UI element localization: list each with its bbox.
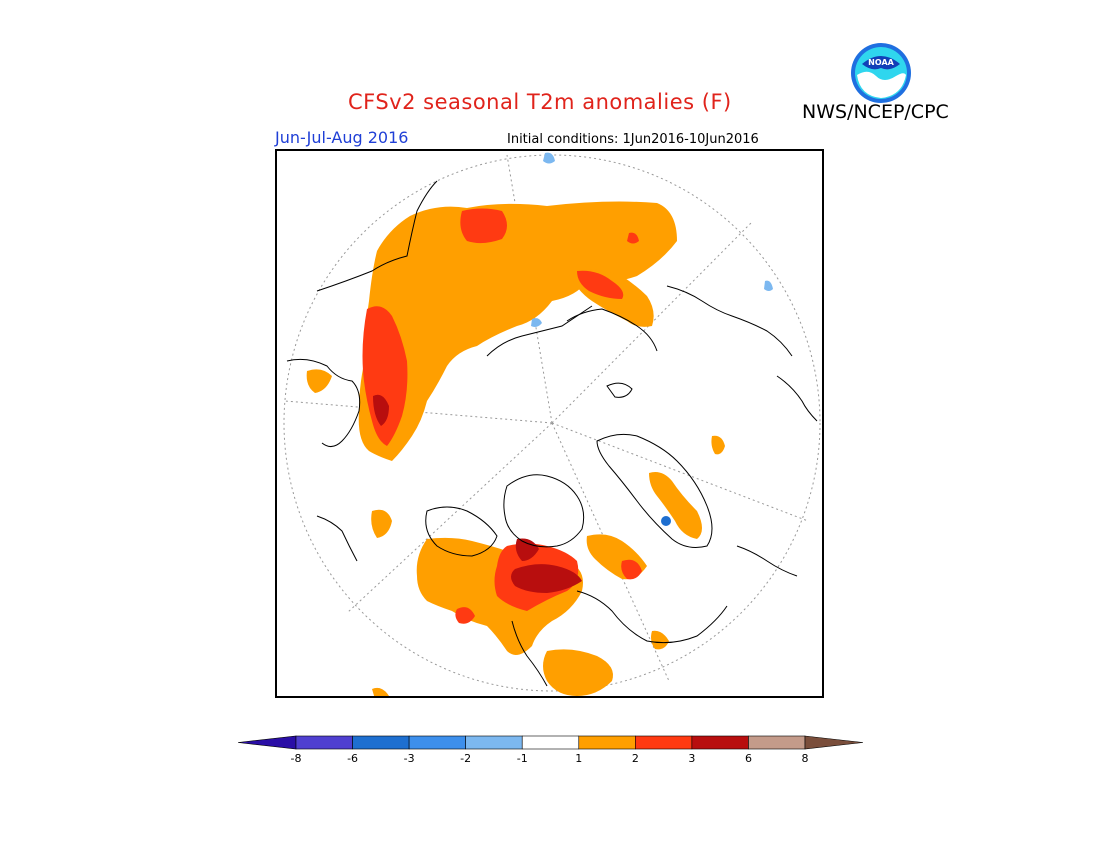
color-scale-label: -8 [291,752,302,765]
color-scale-label: -3 [404,752,415,765]
color-scale-label: -1 [517,752,528,765]
warm-patch [372,687,389,696]
coastlines [286,180,818,687]
anomaly-regions-red [362,208,642,624]
coastline [286,358,361,447]
logo-bird [862,56,900,70]
color-scale-swatch [748,735,806,750]
coastline [316,515,358,562]
coastline [776,375,818,422]
very-hot-patch [373,394,389,426]
latitude-circle-outer [283,154,821,692]
hot-patch [455,607,475,624]
coastline [511,620,548,687]
color-scale-swatch [635,735,693,750]
color-scale-label: 6 [745,752,752,765]
cool-patch [531,318,542,327]
cool-spot [661,516,671,526]
very-hot-patch [515,538,539,561]
color-scale-swatch [578,735,636,750]
color-scale-swatch [691,735,749,750]
color-scale-labels: -8 -6 -3 -2 -1 1 2 3 6 8 [291,752,809,765]
coastline [566,308,658,352]
alaska-outline [425,506,498,557]
coastline [736,545,798,577]
arctic-archipelago-outline [503,474,585,548]
hot-patch [577,270,624,299]
anomaly-regions-orange [306,201,725,696]
logo-wave [857,71,906,98]
polar-map [283,152,821,696]
coastline [576,590,728,644]
eurasia-warm-region [358,201,677,461]
season-label: Jun-Jul-Aug 2016 [275,128,409,147]
coastline [316,180,438,292]
color-scale-swatch [465,735,523,750]
warm-patch [711,435,725,455]
meridian-line [346,422,553,614]
hudson-very-hot-region [511,564,582,593]
siberia-hot-patch [460,208,507,244]
color-scale-swatch [352,735,410,750]
scandinavia-warm-region [649,472,702,539]
initial-conditions-label: Initial conditions: 1Jun2016-10Jun2016 [507,132,759,147]
warm-patch [371,509,392,538]
atlantic-warm-region [543,649,613,696]
hot-patch [627,232,639,244]
map-title: CFSv2 seasonal T2m anomalies (F) [348,90,732,114]
color-scale-swatch [295,735,353,750]
color-scale-label: 1 [575,752,582,765]
color-scale-arrow-low [238,735,297,750]
color-scale: -8 -6 -3 -2 -1 1 2 3 6 8 [238,735,863,765]
cool-patch [543,152,555,164]
europe-hot-region [362,306,408,446]
color-scale-label: 3 [688,752,695,765]
greenland-outline [596,433,713,548]
coastline [666,285,793,357]
color-scale-swatches [238,735,863,750]
noaa-logo: NOAA [851,43,911,103]
warm-patch [651,630,669,650]
color-scale-swatch [408,735,466,750]
color-scale-label: 8 [802,752,809,765]
map-frame [275,149,824,698]
island-outline [606,382,633,398]
color-scale-arrow-high [804,735,863,750]
color-scale-label: -6 [347,752,358,765]
meridian-line [551,422,809,522]
color-scale-label: 2 [632,752,639,765]
warm-patch [306,369,332,393]
cool-patch [764,280,773,291]
logo-text: NOAA [868,58,894,67]
agency-label: NWS/NCEP/CPC [802,101,949,123]
color-scale-label: -2 [460,752,471,765]
anomaly-regions-cool [531,152,773,526]
color-scale-swatch [521,735,580,750]
hot-patch [621,559,642,580]
anomaly-regions-darkred [373,394,582,593]
